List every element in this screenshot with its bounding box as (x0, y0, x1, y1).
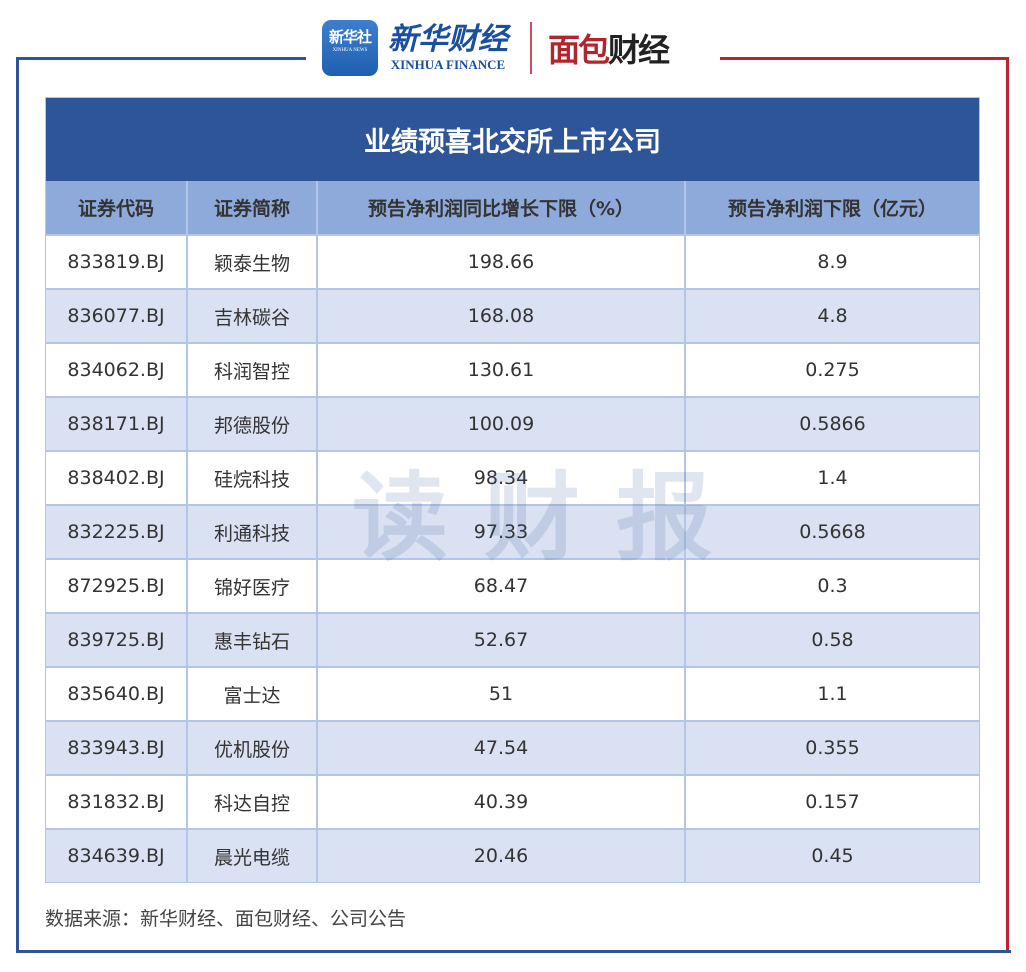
table-cell: 98.34 (316, 452, 684, 504)
header-cell: 证券简称 (186, 181, 316, 234)
table-cell: 吉林碳谷 (186, 290, 316, 342)
table-cell: 0.45 (684, 830, 979, 882)
table-cell: 97.33 (316, 506, 684, 558)
table-cell: 51 (316, 668, 684, 720)
table-cell: 晨光电缆 (186, 830, 316, 882)
xinhua-finance-logo: 新华财经 XINHUA FINANCE (388, 23, 508, 73)
table-cell: 168.08 (316, 290, 684, 342)
logo-bar: 新华社 XINHUA NEWS 新华财经 XINHUA FINANCE 面包财经 (322, 18, 670, 78)
table-cell: 0.275 (684, 344, 979, 396)
table-cell: 47.54 (316, 722, 684, 774)
table-cell: 科达自控 (186, 776, 316, 828)
table-row: 832225.BJ 利通科技 97.33 0.5668 (46, 504, 979, 558)
table-cell: 835640.BJ (67, 683, 165, 705)
table-row: 831832.BJ 科达自控 40.39 0.157 (46, 774, 979, 828)
table-cell: 834062.BJ (67, 359, 165, 381)
mianbao-part2: 财经 (608, 31, 670, 69)
frame-left (16, 57, 19, 952)
data-table: 业绩预喜北交所上市公司 证券代码 证券简称 预告净利润同比增长下限（%） 预告净… (45, 97, 980, 883)
table-cell: 838171.BJ (67, 413, 165, 435)
table-body: 833819.BJ 颖泰生物 198.66 8.9 836077.BJ 吉林碳谷 168.0… (46, 234, 979, 882)
table-cell: 8.9 (684, 236, 979, 288)
xinhua-news-cn: 新华社 (328, 28, 372, 46)
table-cell: 惠丰钻石 (186, 614, 316, 666)
table-cell: 872925.BJ (67, 575, 165, 597)
table-cell: 0.5668 (684, 506, 979, 558)
table-row: 839725.BJ 惠丰钻石 52.67 0.58 (46, 612, 979, 666)
table-row: 872925.BJ 锦好医疗 68.47 0.3 (46, 558, 979, 612)
table-cell: 颖泰生物 (186, 236, 316, 288)
table-cell: 锦好医疗 (186, 560, 316, 612)
table-row: 836077.BJ 吉林碳谷 168.08 4.8 (46, 288, 979, 342)
table-cell: 831832.BJ (67, 791, 165, 813)
table-cell: 利通科技 (186, 506, 316, 558)
table-cell: 838402.BJ (67, 467, 165, 489)
logo-divider (530, 22, 532, 74)
xinhua-finance-cn: 新华财经 (388, 22, 508, 57)
header-cell: 预告净利润下限（亿元） (684, 181, 979, 234)
table-cell: 40.39 (316, 776, 684, 828)
table-cell: 68.47 (316, 560, 684, 612)
table-cell: 邦德股份 (186, 398, 316, 450)
table-row: 833943.BJ 优机股份 47.54 0.355 (46, 720, 979, 774)
table-cell: 832225.BJ (67, 521, 165, 543)
header-cell: 证券代码 (77, 198, 154, 220)
table-cell: 52.67 (316, 614, 684, 666)
table-row: 834062.BJ 科润智控 130.61 0.275 (46, 342, 979, 396)
header-cell: 预告净利润同比增长下限（%） (316, 181, 684, 234)
table-cell: 0.5866 (684, 398, 979, 450)
table-cell: 科润智控 (186, 344, 316, 396)
table-cell: 4.8 (684, 290, 979, 342)
table-cell: 富士达 (186, 668, 316, 720)
mianbao-finance-logo: 面包财经 (548, 25, 670, 71)
xinhua-news-logo: 新华社 XINHUA NEWS (322, 20, 378, 76)
frame-top-red (720, 57, 1009, 60)
table-row: 834639.BJ 晨光电缆 20.46 0.45 (46, 828, 979, 882)
mianbao-part1: 面包 (548, 31, 610, 69)
table-cell: 1.4 (684, 452, 979, 504)
table-header: 证券代码 证券简称 预告净利润同比增长下限（%） 预告净利润下限（亿元） (46, 181, 979, 234)
table-cell: 0.3 (684, 560, 979, 612)
table-cell: 839725.BJ (67, 629, 165, 651)
table-cell: 20.46 (316, 830, 684, 882)
frame-bottom (16, 950, 1011, 953)
table-cell: 198.66 (316, 236, 684, 288)
frame-top-blue (16, 57, 306, 60)
table-cell: 优机股份 (186, 722, 316, 774)
table-cell: 833819.BJ (67, 251, 165, 273)
table-cell: 833943.BJ (67, 737, 165, 759)
table-row: 835640.BJ 富士达 51 1.1 (46, 666, 979, 720)
table-cell: 130.61 (316, 344, 684, 396)
frame-right (1006, 57, 1009, 953)
table-cell: 0.157 (684, 776, 979, 828)
source-note: 数据来源：新华财经、面包财经、公司公告 (45, 908, 407, 930)
xinhua-news-en: XINHUA NEWS (332, 48, 368, 53)
table-title: 业绩预喜北交所上市公司 (46, 98, 979, 181)
xinhua-finance-en: XINHUA FINANCE (390, 57, 506, 72)
table-row: 838402.BJ 硅烷科技 98.34 1.4 (46, 450, 979, 504)
table-cell: 100.09 (316, 398, 684, 450)
table-cell: 834639.BJ (67, 845, 165, 867)
table-row: 838171.BJ 邦德股份 100.09 0.5866 (46, 396, 979, 450)
table-cell: 硅烷科技 (186, 452, 316, 504)
table-cell: 0.355 (684, 722, 979, 774)
table-cell: 836077.BJ (67, 305, 165, 327)
table-cell: 1.1 (684, 668, 979, 720)
table-row: 833819.BJ 颖泰生物 198.66 8.9 (46, 234, 979, 288)
table-cell: 0.58 (684, 614, 979, 666)
